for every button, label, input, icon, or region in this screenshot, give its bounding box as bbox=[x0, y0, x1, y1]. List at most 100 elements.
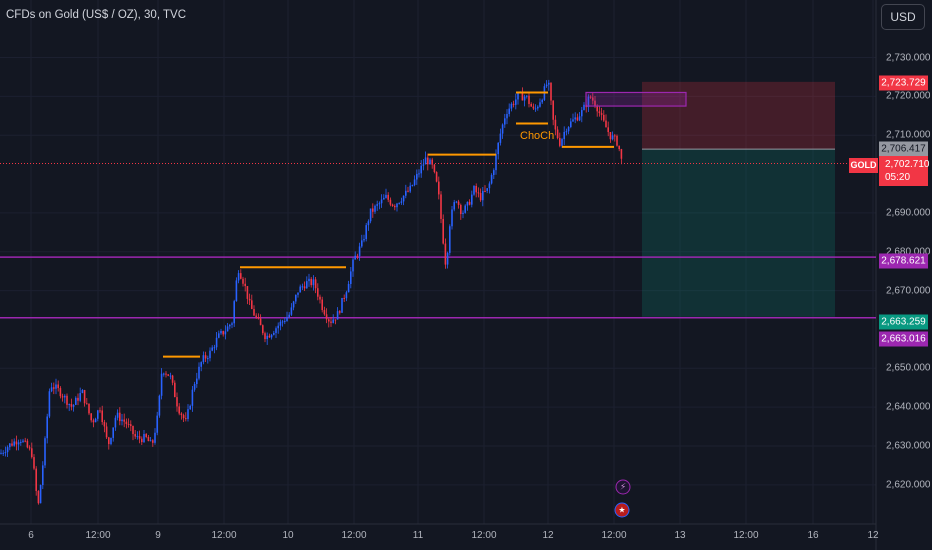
candle bbox=[270, 333, 273, 340]
candle bbox=[451, 206, 453, 230]
candle bbox=[429, 157, 431, 165]
candle bbox=[64, 394, 66, 404]
candle bbox=[499, 128, 502, 146]
candle-body bbox=[356, 255, 359, 257]
candle-body bbox=[413, 179, 416, 186]
currency-selector[interactable]: USD bbox=[881, 4, 925, 30]
candle-body bbox=[521, 92, 524, 101]
lower-level-badge: 2,663.016 bbox=[879, 331, 928, 347]
candle bbox=[301, 283, 304, 290]
candle bbox=[299, 284, 301, 293]
candle-body bbox=[244, 283, 246, 287]
candle-body bbox=[152, 440, 154, 443]
candle bbox=[220, 328, 222, 335]
candle-body bbox=[83, 390, 86, 404]
candle-body bbox=[92, 420, 95, 423]
candle bbox=[202, 351, 205, 365]
candle bbox=[455, 200, 458, 204]
candle bbox=[387, 192, 389, 203]
candle bbox=[332, 314, 334, 324]
candle bbox=[341, 297, 343, 313]
candle bbox=[90, 413, 92, 423]
candle bbox=[314, 276, 317, 294]
candle bbox=[149, 437, 152, 442]
candle-body bbox=[264, 333, 266, 340]
candle bbox=[204, 351, 207, 362]
candle-body bbox=[191, 389, 194, 406]
candle-body bbox=[185, 418, 187, 420]
candle-body bbox=[240, 273, 242, 279]
candle bbox=[171, 374, 174, 386]
time-tick-label: 12:00 bbox=[471, 530, 497, 541]
candle bbox=[187, 404, 189, 422]
candle-body bbox=[209, 350, 211, 359]
candle-body bbox=[457, 201, 460, 205]
candle-body bbox=[182, 415, 185, 419]
candle-body bbox=[277, 325, 279, 329]
candle-body bbox=[442, 218, 444, 244]
candle bbox=[257, 313, 260, 320]
candle bbox=[174, 380, 176, 398]
candle-body bbox=[462, 212, 464, 215]
candle-body bbox=[506, 114, 508, 119]
candle bbox=[176, 392, 178, 412]
candle bbox=[116, 409, 119, 421]
time-tick-label: 13 bbox=[674, 530, 686, 541]
candle-body bbox=[534, 108, 537, 110]
candle bbox=[398, 202, 400, 205]
candle-body bbox=[306, 281, 308, 289]
candle-body bbox=[319, 296, 321, 300]
candle bbox=[39, 484, 42, 504]
candle-body bbox=[42, 465, 44, 486]
candle bbox=[589, 95, 592, 99]
candle bbox=[50, 382, 53, 393]
candle-body bbox=[273, 332, 275, 335]
candle-body bbox=[532, 106, 535, 109]
candle-body bbox=[609, 132, 612, 140]
candle bbox=[275, 326, 277, 339]
candle bbox=[119, 407, 121, 426]
candle-body bbox=[207, 358, 209, 360]
candle bbox=[363, 234, 365, 243]
chart-grid bbox=[0, 0, 877, 550]
candle bbox=[528, 91, 530, 108]
candle-body bbox=[301, 286, 304, 288]
candle-body bbox=[213, 347, 216, 349]
candle-body bbox=[620, 149, 623, 159]
bolt-icon[interactable]: ⚡ bbox=[615, 479, 631, 495]
candle-body bbox=[561, 139, 563, 146]
candle-body bbox=[103, 422, 106, 427]
candle bbox=[209, 347, 211, 362]
candle bbox=[479, 188, 482, 202]
candle bbox=[295, 294, 297, 304]
candle-body bbox=[325, 314, 328, 320]
candle bbox=[352, 257, 354, 277]
candle bbox=[356, 253, 359, 260]
candle bbox=[396, 202, 398, 212]
candle-body bbox=[281, 321, 284, 323]
candle-body bbox=[97, 410, 99, 419]
candle bbox=[405, 184, 407, 199]
candle bbox=[306, 276, 308, 289]
candle bbox=[103, 419, 106, 433]
candle bbox=[264, 331, 266, 343]
candle-body bbox=[176, 397, 178, 407]
candle-body bbox=[68, 404, 70, 406]
candle bbox=[251, 294, 253, 310]
time-tick-label: 12:00 bbox=[341, 530, 367, 541]
candle-body bbox=[123, 419, 125, 422]
candle bbox=[605, 114, 607, 128]
candle-body bbox=[57, 384, 59, 389]
candle-body bbox=[292, 301, 295, 308]
candle bbox=[570, 118, 572, 129]
us-flag-icon[interactable]: ★ bbox=[614, 502, 630, 518]
time-tick-label: 12 bbox=[542, 530, 554, 541]
candle-body bbox=[50, 387, 53, 392]
candle-body bbox=[592, 97, 594, 101]
candle-body bbox=[231, 323, 233, 325]
candle-body bbox=[367, 221, 370, 226]
candle bbox=[121, 413, 123, 426]
stop-zone bbox=[642, 149, 835, 317]
candle-body bbox=[435, 172, 438, 182]
